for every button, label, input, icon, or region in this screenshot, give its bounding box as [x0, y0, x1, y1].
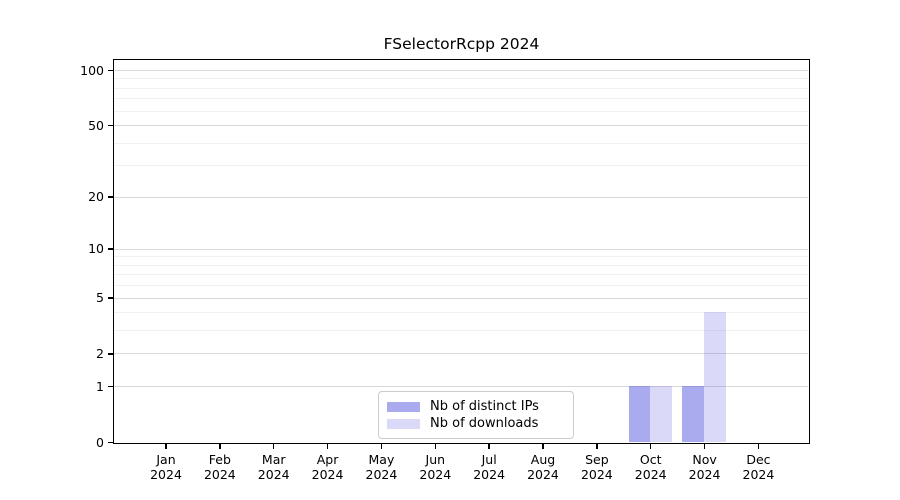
- y-tick-mark-100: [108, 69, 113, 72]
- gridline-minor: [114, 110, 808, 112]
- x-tick-label-oct: Oct 2024: [634, 452, 667, 482]
- y-tick-label-2: 2: [96, 345, 104, 361]
- y-tick-mark-2: [108, 353, 113, 355]
- gridline-minor: [114, 264, 808, 266]
- x-tick-label-jul: Jul 2024: [473, 452, 506, 482]
- legend-label-distinct-ips: Nb of distinct IPs: [430, 399, 539, 414]
- x-tick-label-feb: Feb 2024: [203, 452, 236, 482]
- x-tick-label-apr: Apr 2024: [311, 452, 344, 482]
- plot-area: [113, 59, 810, 444]
- gridline-major: [114, 297, 808, 299]
- x-tick-mark-jul: [488, 444, 490, 449]
- x-tick-mark-jan: [165, 444, 167, 449]
- legend-item-distinct-ips: Nb of distinct IPs: [387, 399, 563, 415]
- y-tick-mark-5: [108, 297, 113, 299]
- legend-swatch-distinct-ips: [387, 402, 420, 412]
- y-tick-label-20: 20: [88, 189, 104, 205]
- y-tick-mark-1: [108, 385, 113, 388]
- x-tick-mark-nov: [703, 444, 706, 449]
- gridline-minor: [114, 312, 808, 314]
- y-tick-mark-50: [108, 124, 113, 127]
- gridline-minor: [114, 165, 808, 167]
- x-tick-mark-aug: [542, 444, 544, 449]
- x-tick-mark-jun: [434, 444, 437, 449]
- gridline-minor: [114, 285, 808, 287]
- gridline-major: [114, 248, 808, 250]
- x-tick-mark-apr: [326, 444, 329, 449]
- legend: Nb of distinct IPs Nb of downloads: [378, 391, 574, 439]
- y-tick-label-50: 50: [88, 117, 104, 133]
- gridline-major: [114, 125, 808, 127]
- x-tick-label-jun: Jun 2024: [419, 452, 452, 482]
- gridline-minor: [114, 78, 808, 80]
- x-tick-label-dec: Dec 2024: [742, 452, 775, 482]
- gridline-minor: [114, 142, 808, 144]
- gridline-major: [114, 196, 808, 198]
- x-tick-mark-oct: [649, 444, 652, 449]
- gridline-minor: [114, 330, 808, 332]
- gridline-minor: [114, 98, 808, 100]
- x-tick-mark-feb: [219, 444, 221, 449]
- legend-swatch-downloads: [387, 419, 420, 429]
- x-tick-mark-may: [380, 444, 383, 449]
- y-tick-mark-20: [108, 196, 113, 198]
- y-tick-mark-0: [108, 441, 113, 444]
- gridline-minor: [114, 256, 808, 258]
- x-tick-mark-sep: [596, 444, 598, 449]
- gridline-minor: [114, 87, 808, 89]
- y-tick-label-100: 100: [80, 62, 104, 78]
- x-tick-mark-dec: [757, 444, 760, 449]
- bar-downloads-oct: [650, 386, 672, 442]
- gridline-major: [114, 353, 808, 355]
- y-tick-label-10: 10: [88, 241, 104, 257]
- x-tick-label-nov: Nov 2024: [688, 452, 721, 482]
- x-tick-mark-mar: [272, 444, 275, 449]
- x-tick-label-sep: Sep 2024: [580, 452, 613, 482]
- y-tick-mark-10: [108, 248, 113, 250]
- legend-item-downloads: Nb of downloads: [387, 416, 563, 432]
- legend-label-downloads: Nb of downloads: [430, 416, 539, 431]
- gridline-major: [114, 70, 808, 72]
- x-tick-label-may: May 2024: [365, 452, 398, 482]
- y-tick-label-0: 0: [96, 434, 104, 450]
- gridline-minor: [114, 274, 808, 276]
- x-tick-label-mar: Mar 2024: [257, 452, 290, 482]
- y-tick-label-5: 5: [96, 290, 104, 306]
- x-tick-label-jan: Jan 2024: [150, 452, 182, 482]
- chart-title: FSelectorRcpp 2024: [383, 35, 540, 53]
- y-tick-label-1: 1: [96, 378, 104, 394]
- x-tick-label-aug: Aug 2024: [527, 452, 559, 482]
- gridline-major: [114, 386, 808, 388]
- bar-distinct-ips-nov: [682, 386, 705, 442]
- bar-distinct-ips-oct: [628, 386, 651, 442]
- bar-downloads-nov: [704, 312, 726, 442]
